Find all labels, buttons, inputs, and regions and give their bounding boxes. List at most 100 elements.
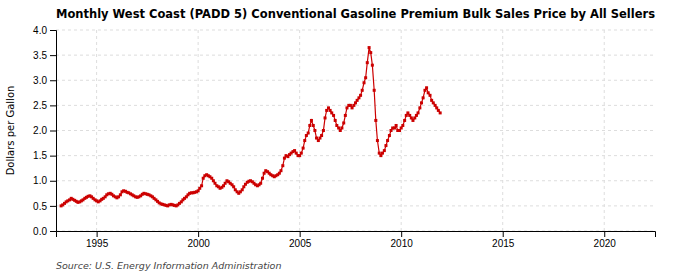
marker (119, 193, 122, 196)
marker (373, 89, 376, 92)
tick-label: 4.0 (33, 25, 47, 36)
grid-line (299, 30, 300, 231)
tick-mark (50, 156, 56, 157)
y-axis: 0.0 0.5 1.0 1.5 2.0 2.5 3.0 3.5 4.0 (33, 25, 56, 237)
marker (281, 164, 284, 167)
marker (369, 51, 372, 54)
marker (241, 188, 244, 191)
marker (342, 121, 345, 124)
chart: 1995 2000 2005 2010 2015 2020 0.0 0.5 1.0 1.5 2.0 2… (0, 0, 675, 275)
tick: 2.5 (33, 100, 56, 111)
plot: 1995 2000 2005 2010 2015 2020 0.0 0.5 1.0 1.5 2.0 2… (33, 25, 655, 249)
tick-label: 2020 (594, 238, 617, 249)
marker (388, 134, 391, 137)
tick: 1.0 (33, 175, 56, 186)
tick-label: 3.5 (33, 50, 47, 61)
marker (279, 169, 282, 172)
marker (320, 134, 323, 137)
tick-mark (401, 231, 402, 237)
tick: 0.5 (33, 201, 56, 212)
marker (366, 61, 369, 64)
marker (340, 126, 343, 129)
marker (303, 139, 306, 142)
marker (302, 147, 305, 150)
tick-label: 2010 (391, 238, 414, 249)
marker (359, 94, 362, 97)
marker (386, 139, 389, 142)
marker (259, 182, 262, 185)
marker (308, 124, 311, 127)
grid-line (56, 155, 655, 156)
tick-mark (50, 105, 56, 106)
tick-mark (604, 231, 605, 237)
tick: 0.0 (33, 226, 56, 237)
axis-line (57, 232, 656, 238)
tick-mark (50, 80, 56, 81)
marker (403, 119, 406, 122)
tick-mark (50, 55, 56, 56)
tick: 2010 (391, 231, 414, 249)
marker (200, 184, 203, 187)
tick-mark (50, 30, 56, 31)
marker (418, 106, 421, 109)
tick-mark (50, 206, 56, 207)
marker (401, 124, 404, 127)
y-axis-title: Dollars per Gallon (5, 86, 16, 176)
tick: 2.0 (33, 125, 56, 136)
tick-mark (198, 231, 199, 237)
grid (56, 30, 655, 231)
marker (439, 111, 442, 114)
marker (261, 177, 264, 180)
marker (363, 81, 366, 84)
marker (334, 119, 337, 122)
marker (420, 101, 423, 104)
marker (425, 86, 428, 89)
grid-line (56, 55, 655, 56)
marker (364, 76, 367, 79)
tick-mark (50, 181, 56, 182)
tick-mark (300, 231, 301, 237)
tick: 3.0 (33, 75, 56, 86)
tick: 3.5 (33, 50, 56, 61)
tick-label: 1.5 (33, 150, 47, 161)
marker (429, 94, 432, 97)
tick: 4.0 (33, 25, 56, 36)
tick: 1995 (86, 231, 109, 249)
marker (368, 46, 371, 49)
tick: 1.5 (33, 150, 56, 161)
marker (384, 144, 387, 147)
tick-mark (50, 231, 56, 232)
tick-label: 2015 (492, 238, 515, 249)
tick: 2015 (492, 231, 515, 249)
tick: 2000 (188, 231, 211, 249)
tick-label: 0.0 (33, 226, 47, 237)
tick-label: 1.0 (33, 175, 47, 186)
marker (417, 111, 420, 114)
tick-label: 2000 (188, 238, 211, 249)
tick-label: 2005 (289, 238, 312, 249)
x-axis: 1995 2000 2005 2010 2015 2020 (57, 231, 656, 249)
marker (310, 119, 313, 122)
marker (376, 139, 379, 142)
tick-mark (503, 231, 504, 237)
marker (383, 149, 386, 152)
tick-mark (97, 231, 98, 237)
tick-mark (50, 131, 56, 132)
grid-line (56, 205, 655, 206)
line (61, 48, 440, 206)
marker (361, 89, 364, 92)
marker (344, 114, 347, 117)
marker (300, 152, 303, 155)
tick-label: 0.5 (33, 201, 47, 212)
grid-line (56, 80, 655, 81)
grid-line (198, 30, 199, 231)
marker (395, 124, 398, 127)
tick-label: 1995 (86, 238, 109, 249)
tick: 2020 (594, 231, 617, 249)
marker (322, 129, 325, 132)
axis-line (50, 31, 57, 232)
tick-label: 3.0 (33, 75, 47, 86)
grid-line (56, 30, 655, 31)
marker (332, 114, 335, 117)
marker (422, 96, 425, 99)
